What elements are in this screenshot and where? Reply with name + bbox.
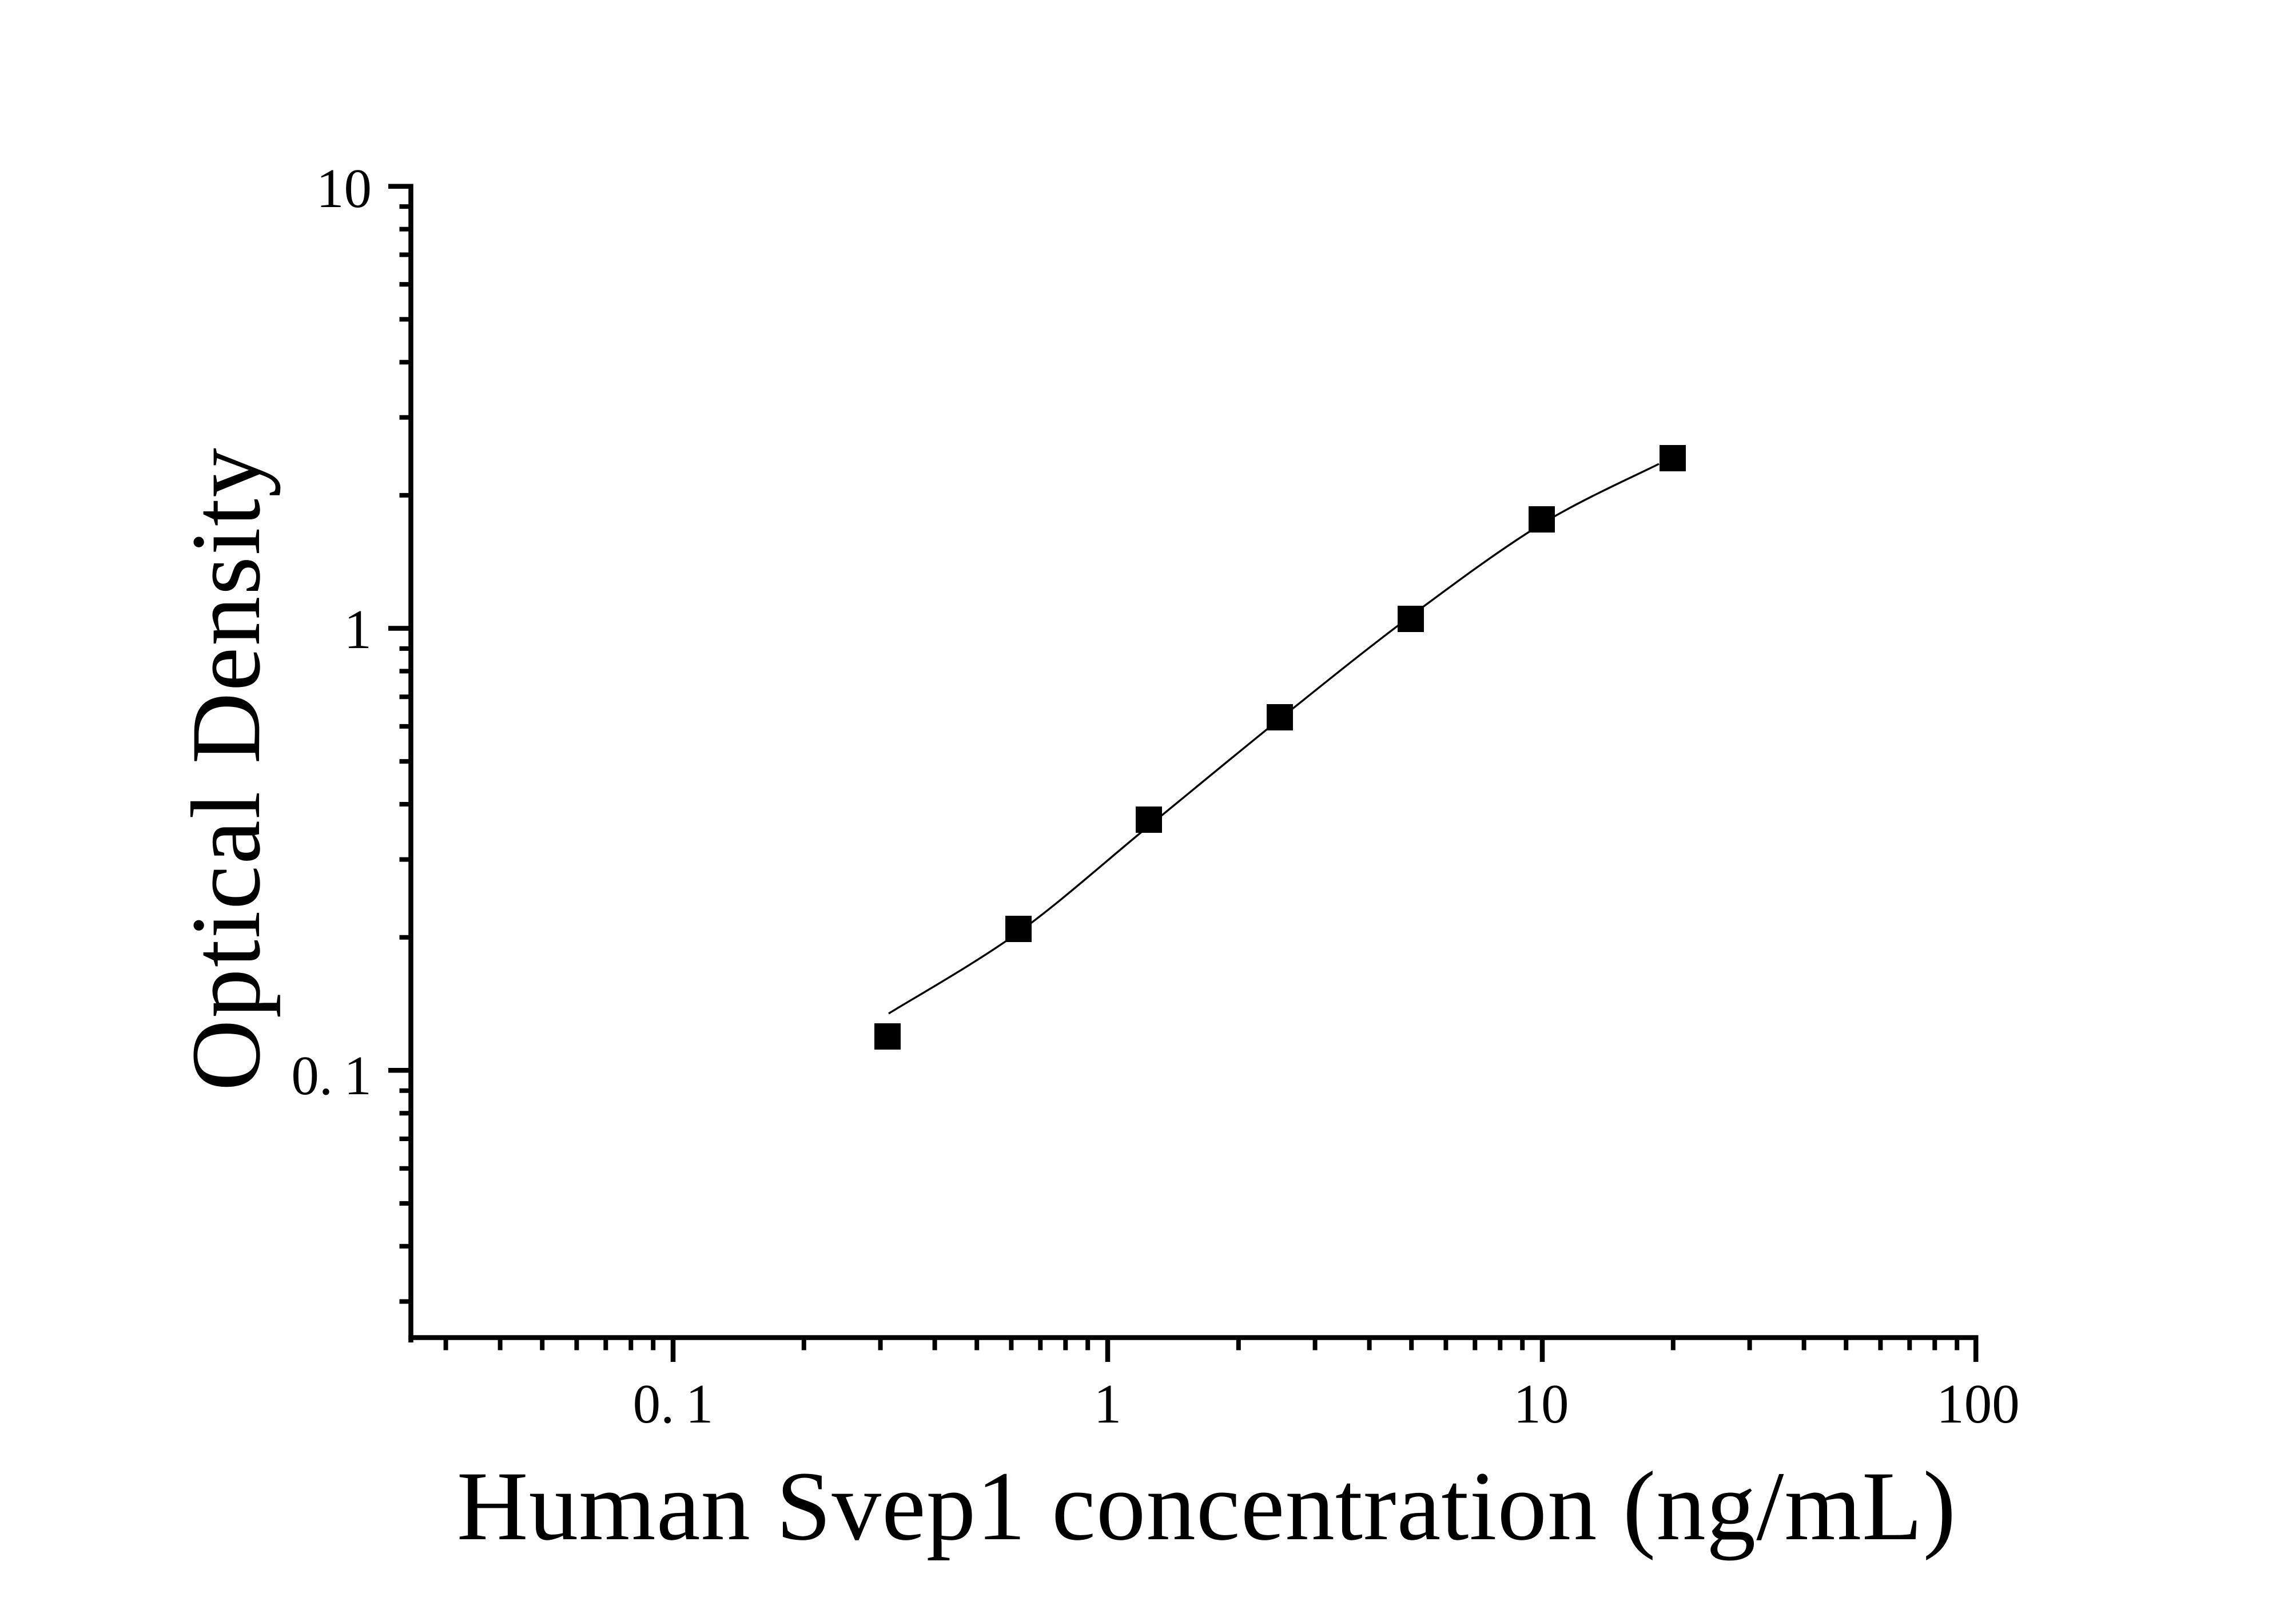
svg-text:1: 1 <box>344 599 372 660</box>
svg-text:10: 10 <box>316 158 372 219</box>
svg-text:0. 1: 0. 1 <box>633 1373 714 1435</box>
svg-text:10: 10 <box>1514 1373 1569 1435</box>
svg-text:100: 100 <box>1936 1373 2020 1435</box>
svg-text:Human Svep1 concentration (ng/: Human Svep1 concentration (ng/mL) <box>457 1452 1957 1561</box>
svg-text:0. 1: 0. 1 <box>291 1045 372 1106</box>
svg-text:1: 1 <box>1094 1373 1122 1435</box>
svg-text:Optical Density: Optical Density <box>172 447 281 1091</box>
